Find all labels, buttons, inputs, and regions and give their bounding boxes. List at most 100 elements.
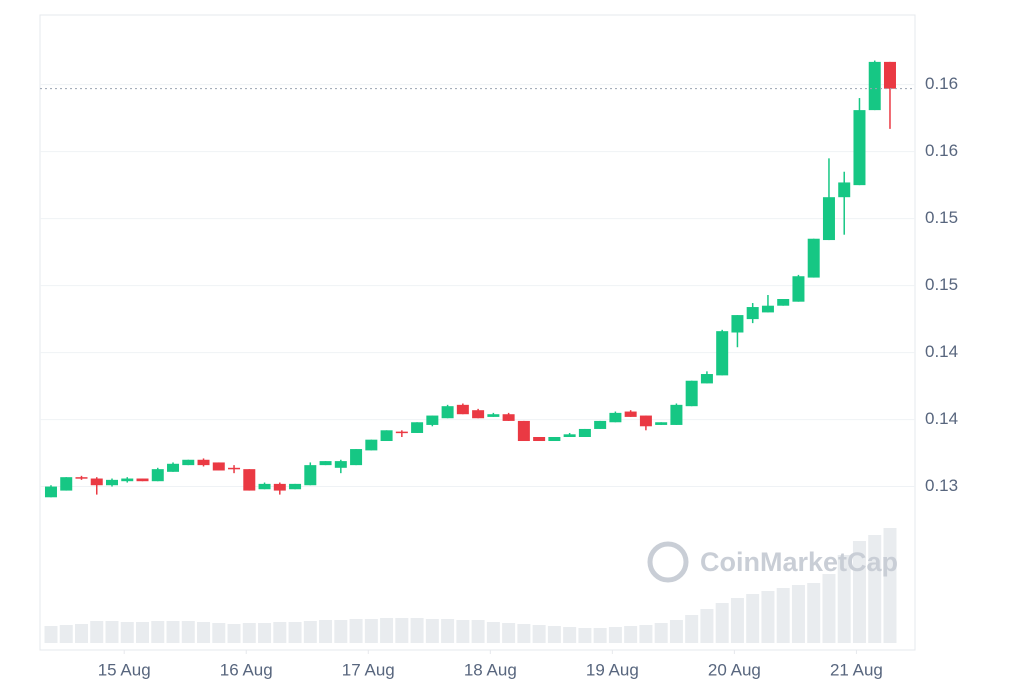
volume-bar	[654, 623, 668, 643]
volume-bar	[822, 574, 836, 643]
candle-body	[807, 238, 820, 278]
candle-body	[289, 483, 302, 490]
watermark-text: CoinMarketCap	[700, 547, 898, 577]
candle-body	[426, 415, 439, 425]
candle-body	[700, 374, 713, 384]
volume-bar	[730, 598, 744, 643]
x-tick-label: 15 Aug	[98, 660, 151, 679]
candle-body	[792, 276, 805, 302]
volume-bar	[700, 609, 714, 643]
candle-body	[212, 462, 225, 471]
volume-bar	[761, 591, 775, 643]
volume-bar	[776, 588, 790, 643]
volume-bar	[807, 583, 821, 643]
volume-bar	[227, 624, 241, 643]
volume-bar	[319, 620, 333, 643]
volume-bar	[273, 622, 287, 643]
candle-body	[838, 182, 851, 198]
volume-bar	[685, 615, 699, 643]
volume-bar	[425, 619, 439, 643]
volume-bar	[547, 626, 561, 643]
candle-body	[334, 461, 347, 468]
volume-bar	[181, 621, 195, 643]
candle-body	[502, 414, 515, 421]
volume-bar	[837, 555, 851, 643]
watermark-logo	[647, 541, 689, 583]
candle-body	[624, 411, 637, 417]
x-tick-label: 20 Aug	[708, 660, 761, 679]
y-tick-label: 0.15	[925, 275, 958, 294]
candle-body	[883, 61, 896, 89]
y-tick-label: 0.15	[925, 208, 958, 227]
volume-bar	[364, 619, 378, 643]
y-tick-label: 0.16	[925, 74, 958, 93]
volume-bar	[486, 622, 500, 643]
volume-bar	[669, 620, 683, 643]
y-tick-label: 0.13	[925, 476, 958, 495]
volume-bar	[258, 623, 272, 643]
candle-body	[853, 110, 866, 186]
candle-body	[121, 478, 134, 482]
candle-body	[746, 307, 759, 320]
candle-body	[258, 483, 271, 490]
volume-bar	[868, 535, 882, 643]
volume-bar	[59, 625, 73, 643]
x-tick-label: 18 Aug	[464, 660, 517, 679]
candle-body	[822, 197, 835, 241]
candle-body	[44, 486, 57, 498]
candle-body	[472, 410, 485, 419]
volume-bar	[441, 619, 455, 643]
volume-bar	[151, 621, 165, 643]
candle-body	[517, 420, 530, 442]
candle-body	[90, 478, 103, 486]
volume-bar	[212, 623, 226, 643]
y-tick-label: 0.14	[925, 342, 958, 361]
y-tick-label: 0.14	[925, 409, 958, 428]
volume-bar	[563, 627, 577, 643]
volume-bar	[883, 528, 897, 643]
volume-bar	[334, 620, 348, 643]
volume-bar	[120, 622, 134, 643]
candle-body	[167, 463, 180, 472]
candle-body	[609, 412, 622, 423]
candle-body	[411, 422, 424, 433]
candle-body	[487, 414, 500, 417]
watermark: CoinMarketCap	[647, 541, 898, 583]
candle-body	[685, 380, 698, 407]
volume-bar	[471, 620, 485, 643]
volume-bar	[90, 621, 104, 643]
volume-bar	[303, 621, 317, 643]
volume-bar	[242, 623, 256, 643]
candle-body	[319, 461, 332, 466]
volume-bar	[502, 623, 516, 643]
volume-bar	[136, 622, 150, 643]
candle-body	[716, 331, 729, 376]
candle-body	[151, 469, 164, 482]
candle-body	[350, 449, 363, 466]
candle-body	[639, 415, 652, 427]
plot-frame	[39, 14, 916, 651]
volume-bar	[395, 618, 409, 643]
candle-body	[243, 469, 256, 491]
candle-body	[136, 478, 149, 482]
candle-body	[761, 305, 774, 313]
candle-body	[548, 436, 561, 442]
volume-bar	[410, 618, 424, 643]
candle-body	[655, 422, 668, 425]
candle-body	[670, 404, 683, 425]
x-tick-label: 21 Aug	[830, 660, 883, 679]
volume-bar	[349, 619, 363, 643]
volume-bar	[593, 628, 607, 643]
candle-body	[197, 459, 210, 466]
x-tick-label: 19 Aug	[586, 660, 639, 679]
x-tick-label: 17 Aug	[342, 660, 395, 679]
candle-body	[380, 430, 393, 442]
volume-bar	[44, 626, 58, 643]
volume-bar	[608, 627, 622, 643]
volume-bar	[715, 603, 729, 643]
candle-body	[273, 483, 286, 491]
volume-bar	[532, 625, 546, 643]
x-tick-label: 16 Aug	[220, 660, 273, 679]
